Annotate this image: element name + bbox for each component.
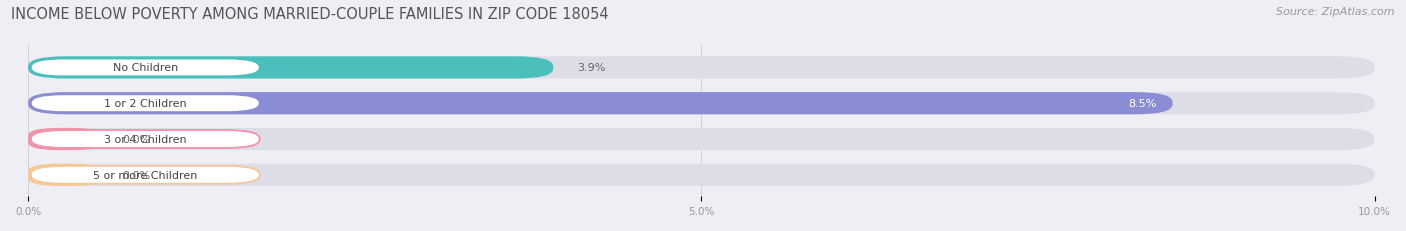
Text: 5 or more Children: 5 or more Children — [93, 170, 197, 180]
FancyBboxPatch shape — [28, 128, 103, 150]
Text: 0.0%: 0.0% — [122, 170, 150, 180]
FancyBboxPatch shape — [28, 93, 1375, 115]
Text: 1 or 2 Children: 1 or 2 Children — [104, 99, 187, 109]
FancyBboxPatch shape — [31, 131, 260, 148]
FancyBboxPatch shape — [28, 164, 103, 186]
Text: 8.5%: 8.5% — [1128, 99, 1157, 109]
Text: INCOME BELOW POVERTY AMONG MARRIED-COUPLE FAMILIES IN ZIP CODE 18054: INCOME BELOW POVERTY AMONG MARRIED-COUPL… — [11, 7, 609, 22]
Text: 3 or 4 Children: 3 or 4 Children — [104, 134, 187, 144]
Text: 3.9%: 3.9% — [578, 63, 606, 73]
FancyBboxPatch shape — [28, 128, 1375, 150]
Text: Source: ZipAtlas.com: Source: ZipAtlas.com — [1277, 7, 1395, 17]
FancyBboxPatch shape — [28, 57, 1375, 79]
FancyBboxPatch shape — [31, 166, 260, 184]
Text: 0.0%: 0.0% — [122, 134, 150, 144]
FancyBboxPatch shape — [31, 95, 260, 112]
FancyBboxPatch shape — [31, 59, 260, 77]
Text: No Children: No Children — [112, 63, 179, 73]
FancyBboxPatch shape — [28, 93, 1173, 115]
FancyBboxPatch shape — [28, 57, 553, 79]
FancyBboxPatch shape — [28, 164, 1375, 186]
